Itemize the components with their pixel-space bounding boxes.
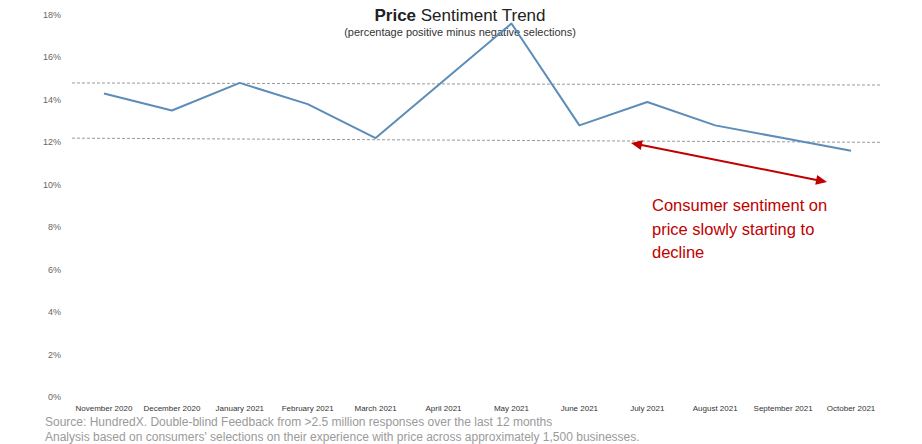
x-tick-label: January 2021 [216, 404, 265, 413]
title: Price Sentiment Trend [374, 6, 545, 25]
y-tick-label: 2% [48, 350, 61, 360]
y-tick-label: 6% [48, 265, 61, 275]
y-tick-label: 4% [48, 307, 61, 317]
plot-area [70, 23, 880, 150]
annotation: Consumer sentiment on price slowly starti… [631, 140, 827, 261]
x-tick-label: October 2021 [827, 404, 876, 413]
y-tick [62, 312, 65, 313]
data-line [104, 23, 851, 150]
arrow-head [815, 175, 827, 185]
y-tick [62, 397, 65, 398]
y-tick-label: 18% [43, 10, 61, 20]
annotation-text: decline [652, 243, 704, 261]
x-tick-label: July 2021 [630, 404, 665, 413]
x-tick-label: April 2021 [426, 404, 463, 413]
y-tick-label: 12% [43, 137, 61, 147]
y-tick-label: 8% [48, 222, 61, 232]
subtitle: (percentage positive minus negative sele… [344, 26, 576, 38]
x-tick-label: May 2021 [494, 404, 530, 413]
arrow-head [631, 140, 643, 150]
y-axis: 0% 2% 4% 6% 8% 10% 12% 14% 16% 18% [43, 10, 65, 402]
x-tick-label: November 2020 [75, 404, 132, 413]
x-axis: November 2020 December 2020 January 2021 Fe… [75, 404, 875, 413]
x-tick-label: December 2020 [143, 404, 200, 413]
y-tick-label: 10% [43, 180, 61, 190]
x-tick-label: September 2021 [754, 404, 814, 413]
annotation-text: Consumer sentiment on [652, 196, 827, 214]
source-note: Analysis based on consumers' selections … [45, 430, 640, 444]
annotation-text: price slowly starting to [652, 220, 814, 238]
x-tick-label: March 2021 [355, 404, 398, 413]
y-tick-label: 14% [43, 95, 61, 105]
chart: Price Sentiment Trend(percentage positiv… [0, 0, 922, 444]
reference-line [70, 83, 880, 85]
x-tick-label: February 2021 [282, 404, 335, 413]
y-tick [62, 57, 65, 58]
source-note: Source: HundredX. Double-blind Feedback … [45, 415, 552, 429]
y-tick [62, 142, 65, 143]
y-tick-label: 16% [43, 52, 61, 62]
y-tick [62, 227, 65, 228]
y-tick [62, 15, 65, 16]
y-tick [62, 269, 65, 270]
x-tick-label: August 2021 [693, 404, 738, 413]
y-tick [62, 184, 65, 185]
x-tick-label: June 2021 [561, 404, 599, 413]
y-tick [62, 354, 65, 355]
y-tick-label: 0% [48, 392, 61, 402]
y-tick [62, 99, 65, 100]
reference-line [70, 138, 880, 142]
annotation-arrow [639, 145, 819, 181]
